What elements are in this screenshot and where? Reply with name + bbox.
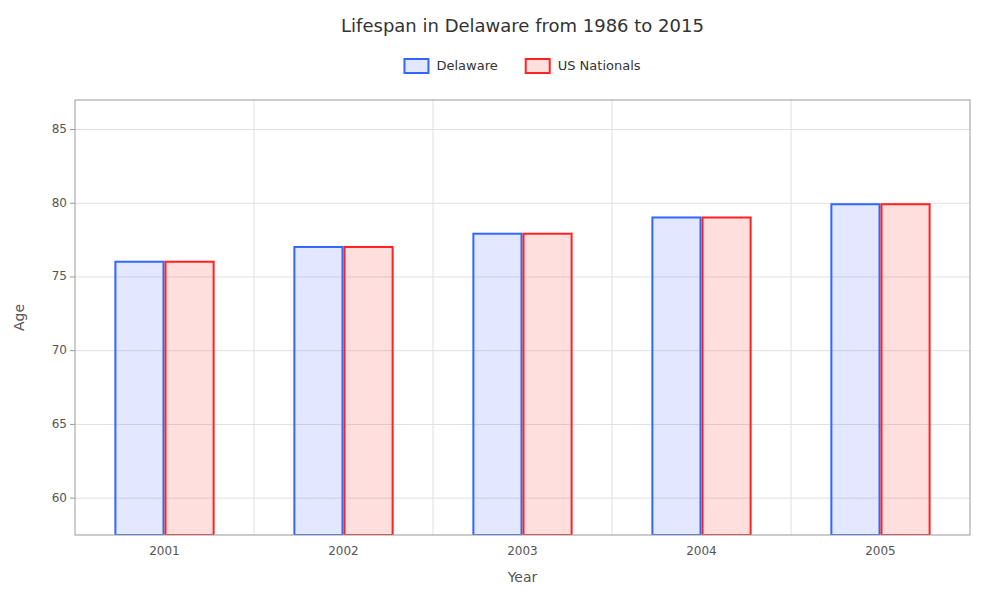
x-tick-label: 2004 <box>686 544 717 558</box>
y-tick <box>70 498 75 499</box>
legend-item: Delaware <box>404 58 497 74</box>
legend: Delaware US Nationals <box>404 58 640 74</box>
bar <box>882 204 930 535</box>
grid <box>75 100 970 535</box>
y-axis: 60 65 70 75 80 85 <box>52 122 75 505</box>
y-tick <box>70 424 75 425</box>
y-axis-label: Age <box>11 304 27 331</box>
y-tick-label: 80 <box>52 196 67 210</box>
x-tick-label: 2005 <box>865 544 896 558</box>
title: Lifespan in Delaware from 1986 to 2015 <box>341 15 704 36</box>
y-tick-label: 75 <box>52 269 67 283</box>
x-axis-label: Year <box>507 569 538 585</box>
x-tick-label: 2003 <box>507 544 538 558</box>
bar <box>703 217 751 535</box>
chart: 60 65 70 75 80 85 2001 2002 2003 2004 2005 Year Age L… <box>0 0 1000 600</box>
x-tick-label: 2001 <box>149 544 180 558</box>
bar <box>473 234 521 535</box>
legend-label: US Nationals <box>558 58 641 73</box>
y-tick-label: 70 <box>52 343 67 357</box>
y-tick-label: 85 <box>52 122 67 136</box>
x-axis: 2001 2002 2003 2004 2005 <box>149 544 896 558</box>
bars <box>115 204 929 535</box>
y-tick <box>70 129 75 130</box>
bar <box>294 247 342 535</box>
x-tick-label: 2002 <box>328 544 359 558</box>
legend-swatch <box>404 59 428 73</box>
bar <box>345 247 393 535</box>
legend-swatch <box>526 59 550 73</box>
group-divider <box>433 100 434 535</box>
legend-label: Delaware <box>436 58 497 73</box>
bar <box>831 204 879 535</box>
bar <box>166 262 214 535</box>
bar <box>524 234 572 535</box>
y-tick-label: 60 <box>52 491 67 505</box>
y-tick <box>70 203 75 204</box>
group-divider <box>791 100 792 535</box>
chart-container: 60 65 70 75 80 85 2001 2002 2003 2004 2005 Year Age L… <box>0 0 1000 600</box>
plot-frame <box>75 100 970 535</box>
y-tick-label: 65 <box>52 417 67 431</box>
bar <box>652 217 700 535</box>
y-tick <box>70 276 75 277</box>
group-divider <box>612 100 613 535</box>
grid-line <box>75 129 970 130</box>
group-divider <box>254 100 255 535</box>
y-tick <box>70 350 75 351</box>
legend-item: US Nationals <box>526 58 641 74</box>
bar <box>115 262 163 535</box>
